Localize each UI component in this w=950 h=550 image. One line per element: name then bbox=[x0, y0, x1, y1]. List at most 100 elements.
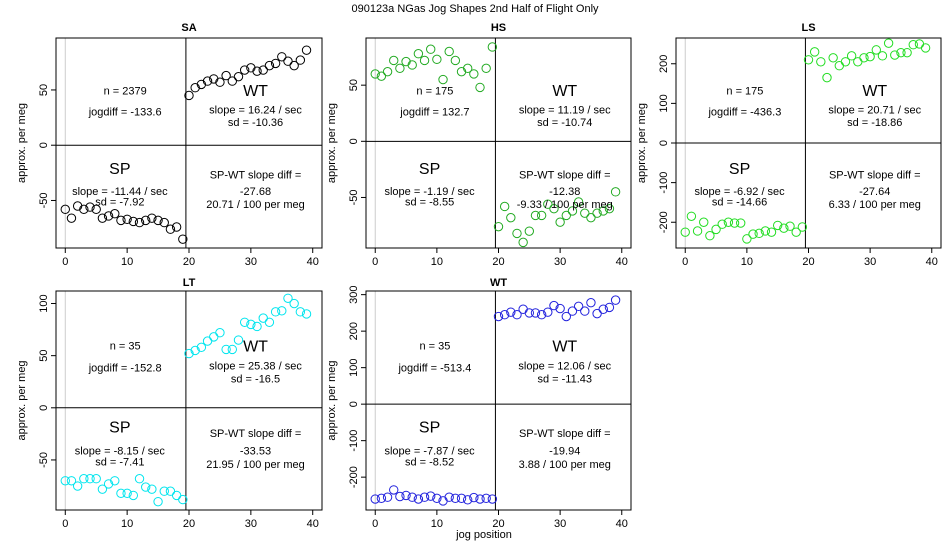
stat-jogdiff: jogdiff = -513.4 bbox=[397, 363, 471, 375]
wt-point bbox=[549, 300, 559, 311]
sp-point bbox=[462, 63, 473, 74]
y-tick-label: 0 bbox=[348, 138, 360, 144]
stat-sp-label: SP bbox=[419, 419, 440, 436]
panel-ls: LS 0 10 20 30 40 -200 -100 0 100 200 approx. per me… bbox=[636, 22, 942, 268]
sp-point bbox=[97, 213, 108, 223]
stat-sp-label: SP bbox=[729, 161, 750, 178]
wt-point bbox=[190, 83, 200, 93]
stat-jogdiff: jogdiff = -152.8 bbox=[88, 363, 162, 375]
sp-point bbox=[171, 490, 182, 501]
sp-point bbox=[699, 217, 709, 227]
x-tick-label: 10 bbox=[431, 256, 443, 268]
panel-hs: HS 0 10 20 30 40 -50 0 50 approx. per meg n = 175 j… bbox=[326, 22, 632, 268]
sp-point bbox=[165, 224, 176, 234]
stat-diff-per: 20.71 / 100 per meg bbox=[206, 199, 304, 211]
sp-point bbox=[469, 69, 479, 79]
sp-point bbox=[779, 223, 789, 233]
shared-x-label: jog position bbox=[455, 529, 512, 541]
wt-point bbox=[890, 50, 900, 60]
wt-point bbox=[809, 47, 820, 57]
wt-point bbox=[246, 319, 256, 330]
wt-point bbox=[555, 303, 565, 314]
stat-wt-sd: sd = -10.36 bbox=[228, 117, 283, 129]
y-tick-label: 100 bbox=[348, 358, 360, 376]
wt-point bbox=[209, 74, 219, 84]
sp-point bbox=[711, 224, 721, 235]
x-tick-label: 10 bbox=[121, 518, 133, 530]
stat-diff-label: SP-WT slope diff = bbox=[829, 169, 921, 181]
stat-wt-sd: sd = -18.86 bbox=[847, 117, 902, 129]
sp-point bbox=[159, 217, 169, 228]
wt-point bbox=[598, 304, 608, 314]
stat-wt-slope: slope = 11.19 / sec bbox=[519, 104, 611, 116]
y-tick-label: 0 bbox=[348, 401, 360, 407]
sp-point bbox=[370, 69, 380, 79]
x-tick-label: 20 bbox=[183, 518, 195, 530]
stat-wt-slope: slope = 12.06 / sec bbox=[518, 360, 611, 372]
wt-point bbox=[258, 313, 268, 323]
sp-point bbox=[376, 493, 387, 504]
stat-sp-sd: sd = -7.41 bbox=[95, 457, 144, 469]
stat-wt-slope: slope = 25.38 / sec bbox=[209, 360, 302, 372]
sp-point bbox=[748, 229, 758, 239]
stat-diff-value: -12.38 bbox=[549, 186, 580, 198]
stat-wt-label: WT bbox=[552, 83, 577, 100]
wt-point bbox=[543, 199, 553, 209]
sp-point bbox=[66, 213, 77, 223]
wt-point bbox=[209, 332, 219, 342]
y-tick-label: -200 bbox=[348, 466, 360, 488]
wt-point bbox=[580, 306, 590, 316]
plot-frame bbox=[365, 290, 632, 511]
x-tick-label: 10 bbox=[121, 256, 133, 268]
sp-point bbox=[165, 486, 176, 496]
sp-point bbox=[426, 44, 436, 54]
y-tick-label: -200 bbox=[658, 211, 670, 233]
plot-frame bbox=[55, 37, 323, 249]
sp-point bbox=[481, 493, 491, 504]
wt-point bbox=[221, 344, 231, 355]
wt-point bbox=[604, 302, 615, 313]
stat-sp-sd: sd = -7.92 bbox=[95, 197, 144, 209]
wt-point bbox=[227, 76, 238, 86]
wt-point bbox=[184, 348, 194, 359]
y-tick-label: -100 bbox=[658, 172, 670, 194]
wt-point bbox=[530, 308, 541, 318]
wt-point bbox=[252, 66, 262, 76]
wt-point bbox=[246, 63, 256, 73]
panel-lt: LT 0 10 20 30 40 -50 0 50 100 approx. per meg n = 3… bbox=[16, 277, 323, 530]
sp-point bbox=[772, 220, 783, 231]
wt-point bbox=[301, 309, 312, 319]
wt-point bbox=[283, 293, 293, 303]
sp-point bbox=[723, 217, 734, 227]
y-tick-label: -50 bbox=[38, 193, 50, 209]
x-tick-label: 30 bbox=[554, 518, 566, 530]
stat-sp-slope: slope = -11.44 / sec bbox=[72, 186, 168, 198]
sp-point bbox=[432, 493, 442, 504]
wt-point bbox=[567, 306, 578, 316]
wt-point bbox=[512, 310, 522, 320]
y-tick-label: 50 bbox=[38, 350, 50, 362]
stat-jogdiff: jogdiff = -133.6 bbox=[88, 106, 162, 118]
sp-point bbox=[413, 49, 424, 59]
sp-point bbox=[91, 204, 101, 215]
wt-point bbox=[518, 237, 528, 248]
y-tick-label: -50 bbox=[38, 452, 50, 468]
sp-point bbox=[407, 60, 417, 70]
x-tick-label: 30 bbox=[245, 256, 257, 268]
wt-point bbox=[573, 197, 584, 207]
wt-point bbox=[264, 60, 275, 71]
sp-point bbox=[432, 54, 442, 65]
x-tick-label: 40 bbox=[926, 256, 938, 268]
stat-diff-per: -9.33 / 100 per meg bbox=[517, 199, 613, 211]
sp-point bbox=[178, 234, 188, 244]
wt-point bbox=[239, 317, 250, 327]
wt-point bbox=[506, 307, 516, 317]
sp-point bbox=[481, 63, 491, 74]
wt-point bbox=[803, 55, 814, 65]
sp-point bbox=[389, 55, 399, 66]
wt-point bbox=[277, 306, 287, 316]
stat-wt-label: WT bbox=[243, 338, 268, 355]
wt-point bbox=[914, 39, 925, 49]
wt-point bbox=[270, 307, 281, 317]
